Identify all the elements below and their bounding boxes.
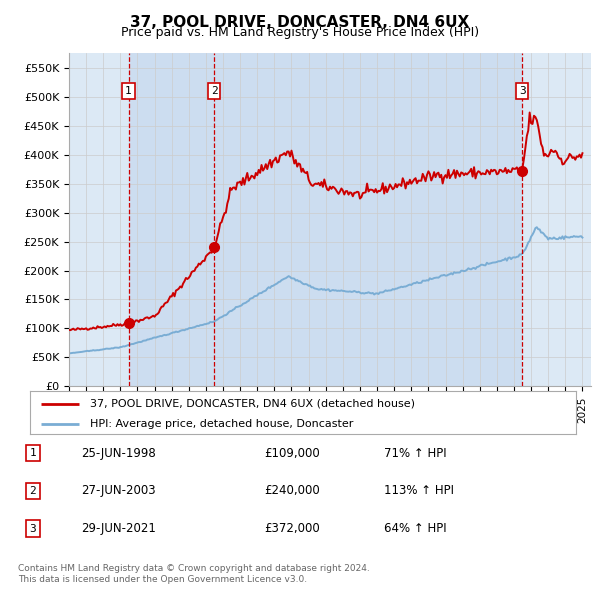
Text: 37, POOL DRIVE, DONCASTER, DN4 6UX (detached house): 37, POOL DRIVE, DONCASTER, DN4 6UX (deta… (90, 399, 415, 409)
Text: 2: 2 (29, 486, 37, 496)
Text: 1: 1 (125, 86, 132, 96)
Text: HPI: Average price, detached house, Doncaster: HPI: Average price, detached house, Donc… (90, 419, 353, 430)
Text: This data is licensed under the Open Government Licence v3.0.: This data is licensed under the Open Gov… (18, 575, 307, 584)
Text: 2: 2 (211, 86, 218, 96)
Text: 27-JUN-2003: 27-JUN-2003 (81, 484, 155, 497)
Text: 1: 1 (29, 448, 37, 458)
Text: 71% ↑ HPI: 71% ↑ HPI (384, 447, 446, 460)
Text: Contains HM Land Registry data © Crown copyright and database right 2024.: Contains HM Land Registry data © Crown c… (18, 565, 370, 573)
Text: £240,000: £240,000 (264, 484, 320, 497)
Text: 3: 3 (29, 524, 37, 533)
Text: 113% ↑ HPI: 113% ↑ HPI (384, 484, 454, 497)
Text: 64% ↑ HPI: 64% ↑ HPI (384, 522, 446, 535)
Text: Price paid vs. HM Land Registry's House Price Index (HPI): Price paid vs. HM Land Registry's House … (121, 26, 479, 39)
Text: 25-JUN-1998: 25-JUN-1998 (81, 447, 156, 460)
Bar (128, 53, 522, 386)
Text: £109,000: £109,000 (264, 447, 320, 460)
Text: £372,000: £372,000 (264, 522, 320, 535)
Text: 37, POOL DRIVE, DONCASTER, DN4 6UX: 37, POOL DRIVE, DONCASTER, DN4 6UX (130, 15, 470, 30)
Text: 29-JUN-2021: 29-JUN-2021 (81, 522, 156, 535)
Text: 3: 3 (519, 86, 526, 96)
